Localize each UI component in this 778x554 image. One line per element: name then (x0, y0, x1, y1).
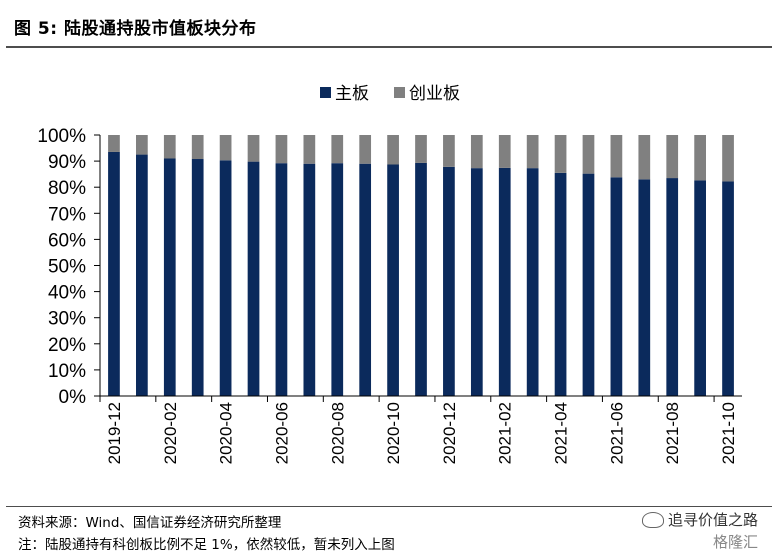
bar-main-board (470, 168, 483, 396)
footnote: 注：陆股通持有科创板比例不足 1%，依然较低，暂未列入上图 (18, 537, 395, 553)
bar-main-board (694, 180, 706, 396)
bar-chinext (303, 135, 316, 164)
bar-chinext (498, 135, 511, 168)
bar-main-board (331, 163, 344, 396)
bar-chinext (638, 135, 651, 180)
bar-chinext (136, 135, 148, 155)
legend-label-chinext: 创业板 (409, 84, 460, 104)
legend-label-main-board: 主板 (335, 84, 369, 104)
bar-main-board (722, 181, 734, 396)
x-tick-label: 2020-06 (272, 402, 291, 464)
bar-chinext (387, 135, 399, 165)
y-tick-label: 60% (48, 230, 86, 251)
y-tick-label: 40% (48, 283, 86, 304)
bar-main-board (191, 159, 204, 396)
watermark-brand: 格隆汇 (712, 533, 758, 551)
y-tick-label: 100% (37, 126, 86, 147)
bar-main-board (219, 160, 232, 396)
bar-main-board (666, 178, 679, 396)
bar-chinext (443, 135, 455, 167)
bar-main-board (247, 161, 260, 396)
bar-main-board (554, 172, 567, 396)
top-rule (6, 46, 772, 48)
bar-chinext (359, 135, 372, 164)
bar-main-board (638, 179, 651, 396)
x-tick-label: 2020-12 (440, 402, 459, 464)
bar-main-board (303, 163, 316, 396)
bar-main-board (498, 167, 511, 396)
bar-chinext (582, 135, 595, 174)
bar-main-board (582, 173, 595, 396)
bar-chinext (694, 135, 706, 181)
y-tick-label: 70% (48, 204, 86, 225)
bars (108, 135, 734, 396)
x-tick-label: 2021-08 (663, 402, 682, 464)
y-tick-label: 10% (48, 361, 86, 382)
x-axis-tick-labels: 2019-12 2020-02 2020-04 2020-06 2020-08 2020-… (105, 402, 738, 464)
bar-chinext (219, 135, 232, 161)
bar-main-board (526, 168, 539, 396)
bar-main-board (415, 162, 427, 396)
bar-main-board (275, 163, 288, 396)
bar-chinext (191, 135, 204, 160)
x-tick-label: 2020-04 (217, 402, 236, 464)
bar-chinext (722, 135, 734, 182)
bar-main-board (163, 158, 176, 396)
y-tick-label: 90% (48, 152, 86, 173)
x-tick-label: 2020-02 (161, 402, 180, 464)
wechat-icon (641, 511, 664, 528)
bar-chinext (163, 135, 176, 159)
stacked-bar-chart: 主板 创业板 0% 10% 20% 30% 40% 50% 60% 70% 80% 90% 100%… (37, 84, 742, 464)
y-tick-label: 20% (48, 335, 86, 356)
x-tick-label: 2020-10 (384, 402, 403, 464)
bar-chinext (331, 135, 344, 164)
bar-chinext (610, 135, 623, 178)
y-tick-label: 50% (48, 257, 86, 278)
bar-chinext (108, 135, 120, 152)
bar-chinext (247, 135, 260, 162)
x-tick-label: 2021-10 (719, 402, 738, 464)
watermark: 追寻价值之路 (641, 509, 758, 530)
chart-legend: 主板 创业板 (320, 84, 460, 104)
bar-chinext (526, 135, 539, 169)
bar-main-board (108, 151, 120, 396)
bar-chinext (415, 135, 427, 163)
x-tick-label: 2021-02 (496, 402, 515, 464)
bar-chinext (554, 135, 567, 173)
legend-swatch-main-board (320, 87, 331, 98)
bar-chinext (470, 135, 483, 169)
y-tick-label: 0% (59, 387, 87, 408)
source-note: 资料来源：Wind、国信证券经济研究所整理 (18, 515, 282, 531)
figure-title: 图 5: 陆股通持股市值板块分布 (14, 19, 257, 39)
bar-main-board (443, 166, 455, 396)
x-tick-label: 2020-08 (328, 402, 347, 464)
y-axis-tick-labels: 0% 10% 20% 30% 40% 50% 60% 70% 80% 90% 100% (37, 126, 86, 408)
bar-main-board (610, 177, 623, 396)
legend-swatch-chinext (394, 87, 405, 98)
y-tick-label: 80% (48, 178, 86, 199)
axes (94, 134, 742, 402)
x-tick-label: 2021-06 (607, 402, 626, 464)
bottom-rule (6, 506, 772, 507)
x-tick-label: 2021-04 (552, 402, 571, 464)
bar-main-board (136, 154, 148, 396)
bar-chinext (666, 135, 679, 179)
watermark-text: 追寻价值之路 (667, 511, 758, 529)
y-tick-label: 30% (48, 309, 86, 330)
x-tick-label: 2019-12 (105, 402, 124, 464)
bar-main-board (359, 163, 372, 396)
bar-main-board (387, 164, 399, 396)
bar-chinext (275, 135, 288, 164)
